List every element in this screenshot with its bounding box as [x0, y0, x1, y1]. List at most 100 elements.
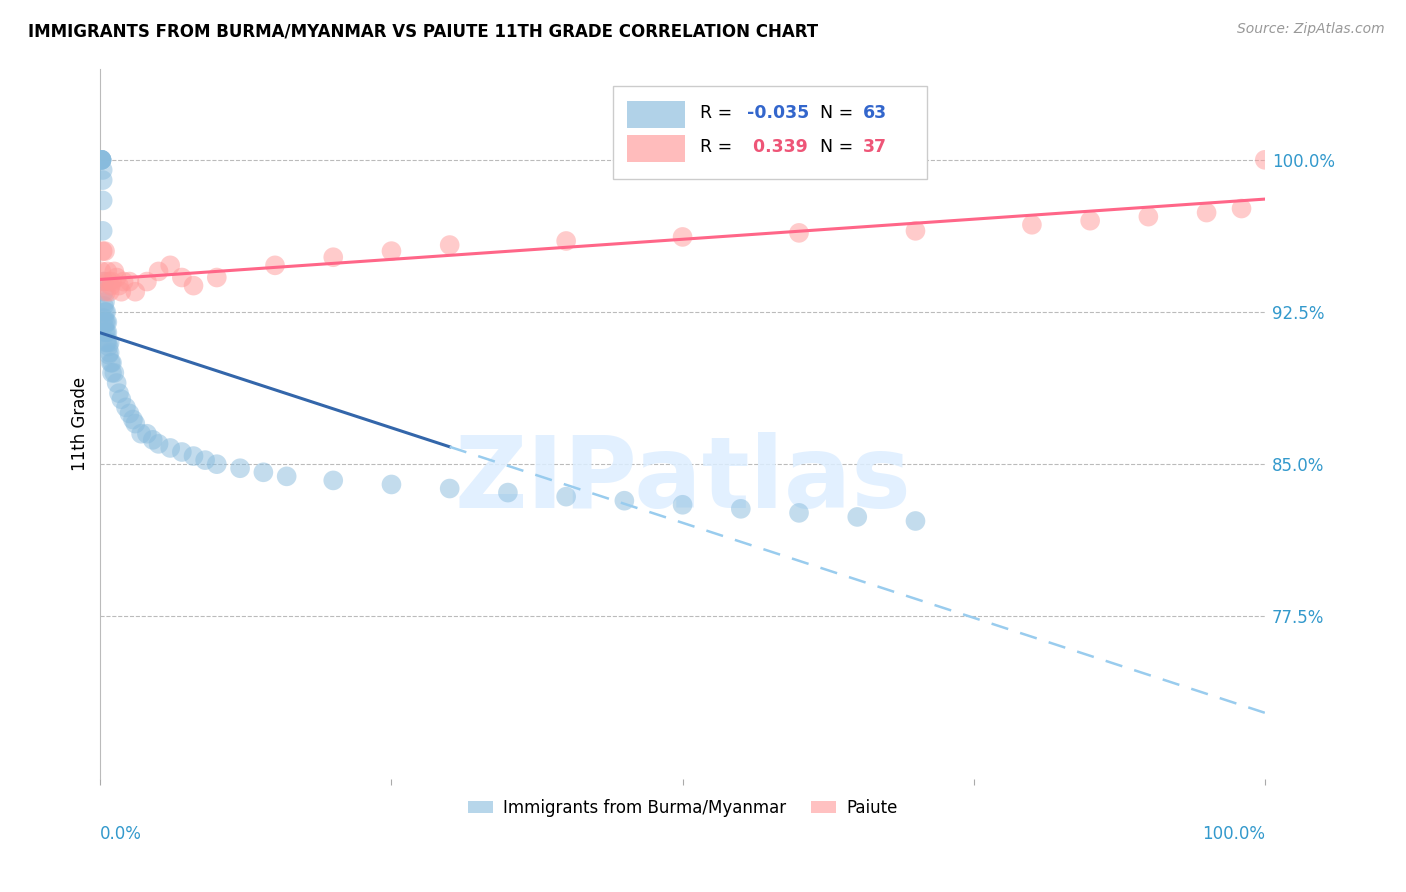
Point: [90, 153, 112, 167]
Point: [787, 226, 810, 240]
Text: -0.035: -0.035: [747, 103, 808, 121]
Legend: Immigrants from Burma/Myanmar, Paiute: Immigrants from Burma/Myanmar, Paiute: [461, 792, 904, 823]
Point: [110, 392, 132, 407]
Point: [96, 326, 118, 340]
Point: [148, 437, 170, 451]
Point: [115, 401, 138, 415]
Point: [97, 348, 120, 362]
Point: [96, 285, 118, 299]
Point: [124, 417, 146, 431]
Point: [96, 315, 118, 329]
Point: [96, 305, 118, 319]
Point: [118, 407, 141, 421]
Point: [98, 335, 121, 350]
Point: [252, 465, 274, 479]
Point: [1254, 153, 1277, 167]
Point: [91, 224, 114, 238]
Point: [1195, 205, 1218, 219]
Point: [93, 275, 115, 289]
Text: ZIPatlas: ZIPatlas: [454, 432, 911, 529]
Point: [276, 469, 298, 483]
Point: [904, 224, 927, 238]
Point: [94, 305, 117, 319]
Text: 100.0%: 100.0%: [1202, 825, 1265, 843]
Point: [90, 153, 112, 167]
Point: [103, 366, 125, 380]
Point: [91, 163, 114, 178]
Point: [105, 376, 128, 390]
Text: 0.0%: 0.0%: [100, 825, 142, 843]
Point: [98, 345, 121, 359]
Text: 37: 37: [863, 137, 887, 155]
Point: [91, 173, 114, 187]
Point: [94, 315, 117, 329]
Point: [105, 270, 128, 285]
Point: [96, 326, 118, 340]
Text: N =: N =: [820, 103, 859, 121]
Point: [90, 153, 112, 167]
Point: [159, 258, 181, 272]
Point: [93, 311, 115, 326]
Point: [90, 153, 112, 167]
Point: [555, 490, 578, 504]
Point: [108, 386, 131, 401]
Point: [94, 294, 117, 309]
Point: [136, 275, 159, 289]
Point: [205, 457, 228, 471]
Text: N =: N =: [820, 137, 859, 155]
Point: [129, 426, 152, 441]
Point: [96, 335, 118, 350]
Text: IMMIGRANTS FROM BURMA/MYANMAR VS PAIUTE 11TH GRADE CORRELATION CHART: IMMIGRANTS FROM BURMA/MYANMAR VS PAIUTE …: [28, 22, 818, 40]
Point: [170, 270, 193, 285]
Point: [97, 275, 120, 289]
Point: [100, 278, 122, 293]
Point: [94, 326, 117, 340]
Point: [97, 339, 120, 353]
Point: [94, 244, 117, 259]
Point: [93, 275, 115, 289]
Point: [904, 514, 927, 528]
Point: [496, 485, 519, 500]
Point: [93, 285, 115, 299]
Point: [380, 244, 402, 259]
Point: [96, 264, 118, 278]
Point: [439, 238, 461, 252]
Point: [730, 501, 752, 516]
Point: [118, 275, 141, 289]
Point: [103, 264, 125, 278]
Point: [136, 426, 159, 441]
Point: [170, 445, 193, 459]
Point: [100, 356, 122, 370]
Point: [91, 194, 114, 208]
Point: [671, 498, 693, 512]
Text: R =: R =: [700, 137, 738, 155]
Point: [1230, 202, 1253, 216]
Point: [229, 461, 252, 475]
Point: [264, 258, 287, 272]
Text: Source: ZipAtlas.com: Source: ZipAtlas.com: [1237, 22, 1385, 37]
Point: [555, 234, 578, 248]
Point: [110, 285, 132, 299]
Point: [108, 278, 131, 293]
Point: [90, 153, 112, 167]
Point: [380, 477, 402, 491]
Point: [183, 278, 205, 293]
Point: [96, 335, 118, 350]
Point: [91, 244, 114, 259]
FancyBboxPatch shape: [613, 87, 927, 178]
FancyBboxPatch shape: [627, 136, 685, 162]
Point: [183, 449, 205, 463]
Point: [1021, 218, 1043, 232]
Point: [439, 482, 461, 496]
Point: [613, 493, 636, 508]
Point: [148, 264, 170, 278]
Point: [101, 366, 124, 380]
Point: [93, 319, 115, 334]
Point: [205, 270, 228, 285]
Point: [142, 433, 165, 447]
FancyBboxPatch shape: [627, 101, 685, 128]
Text: 63: 63: [863, 103, 887, 121]
Point: [787, 506, 810, 520]
Point: [1078, 213, 1101, 227]
Point: [96, 315, 118, 329]
